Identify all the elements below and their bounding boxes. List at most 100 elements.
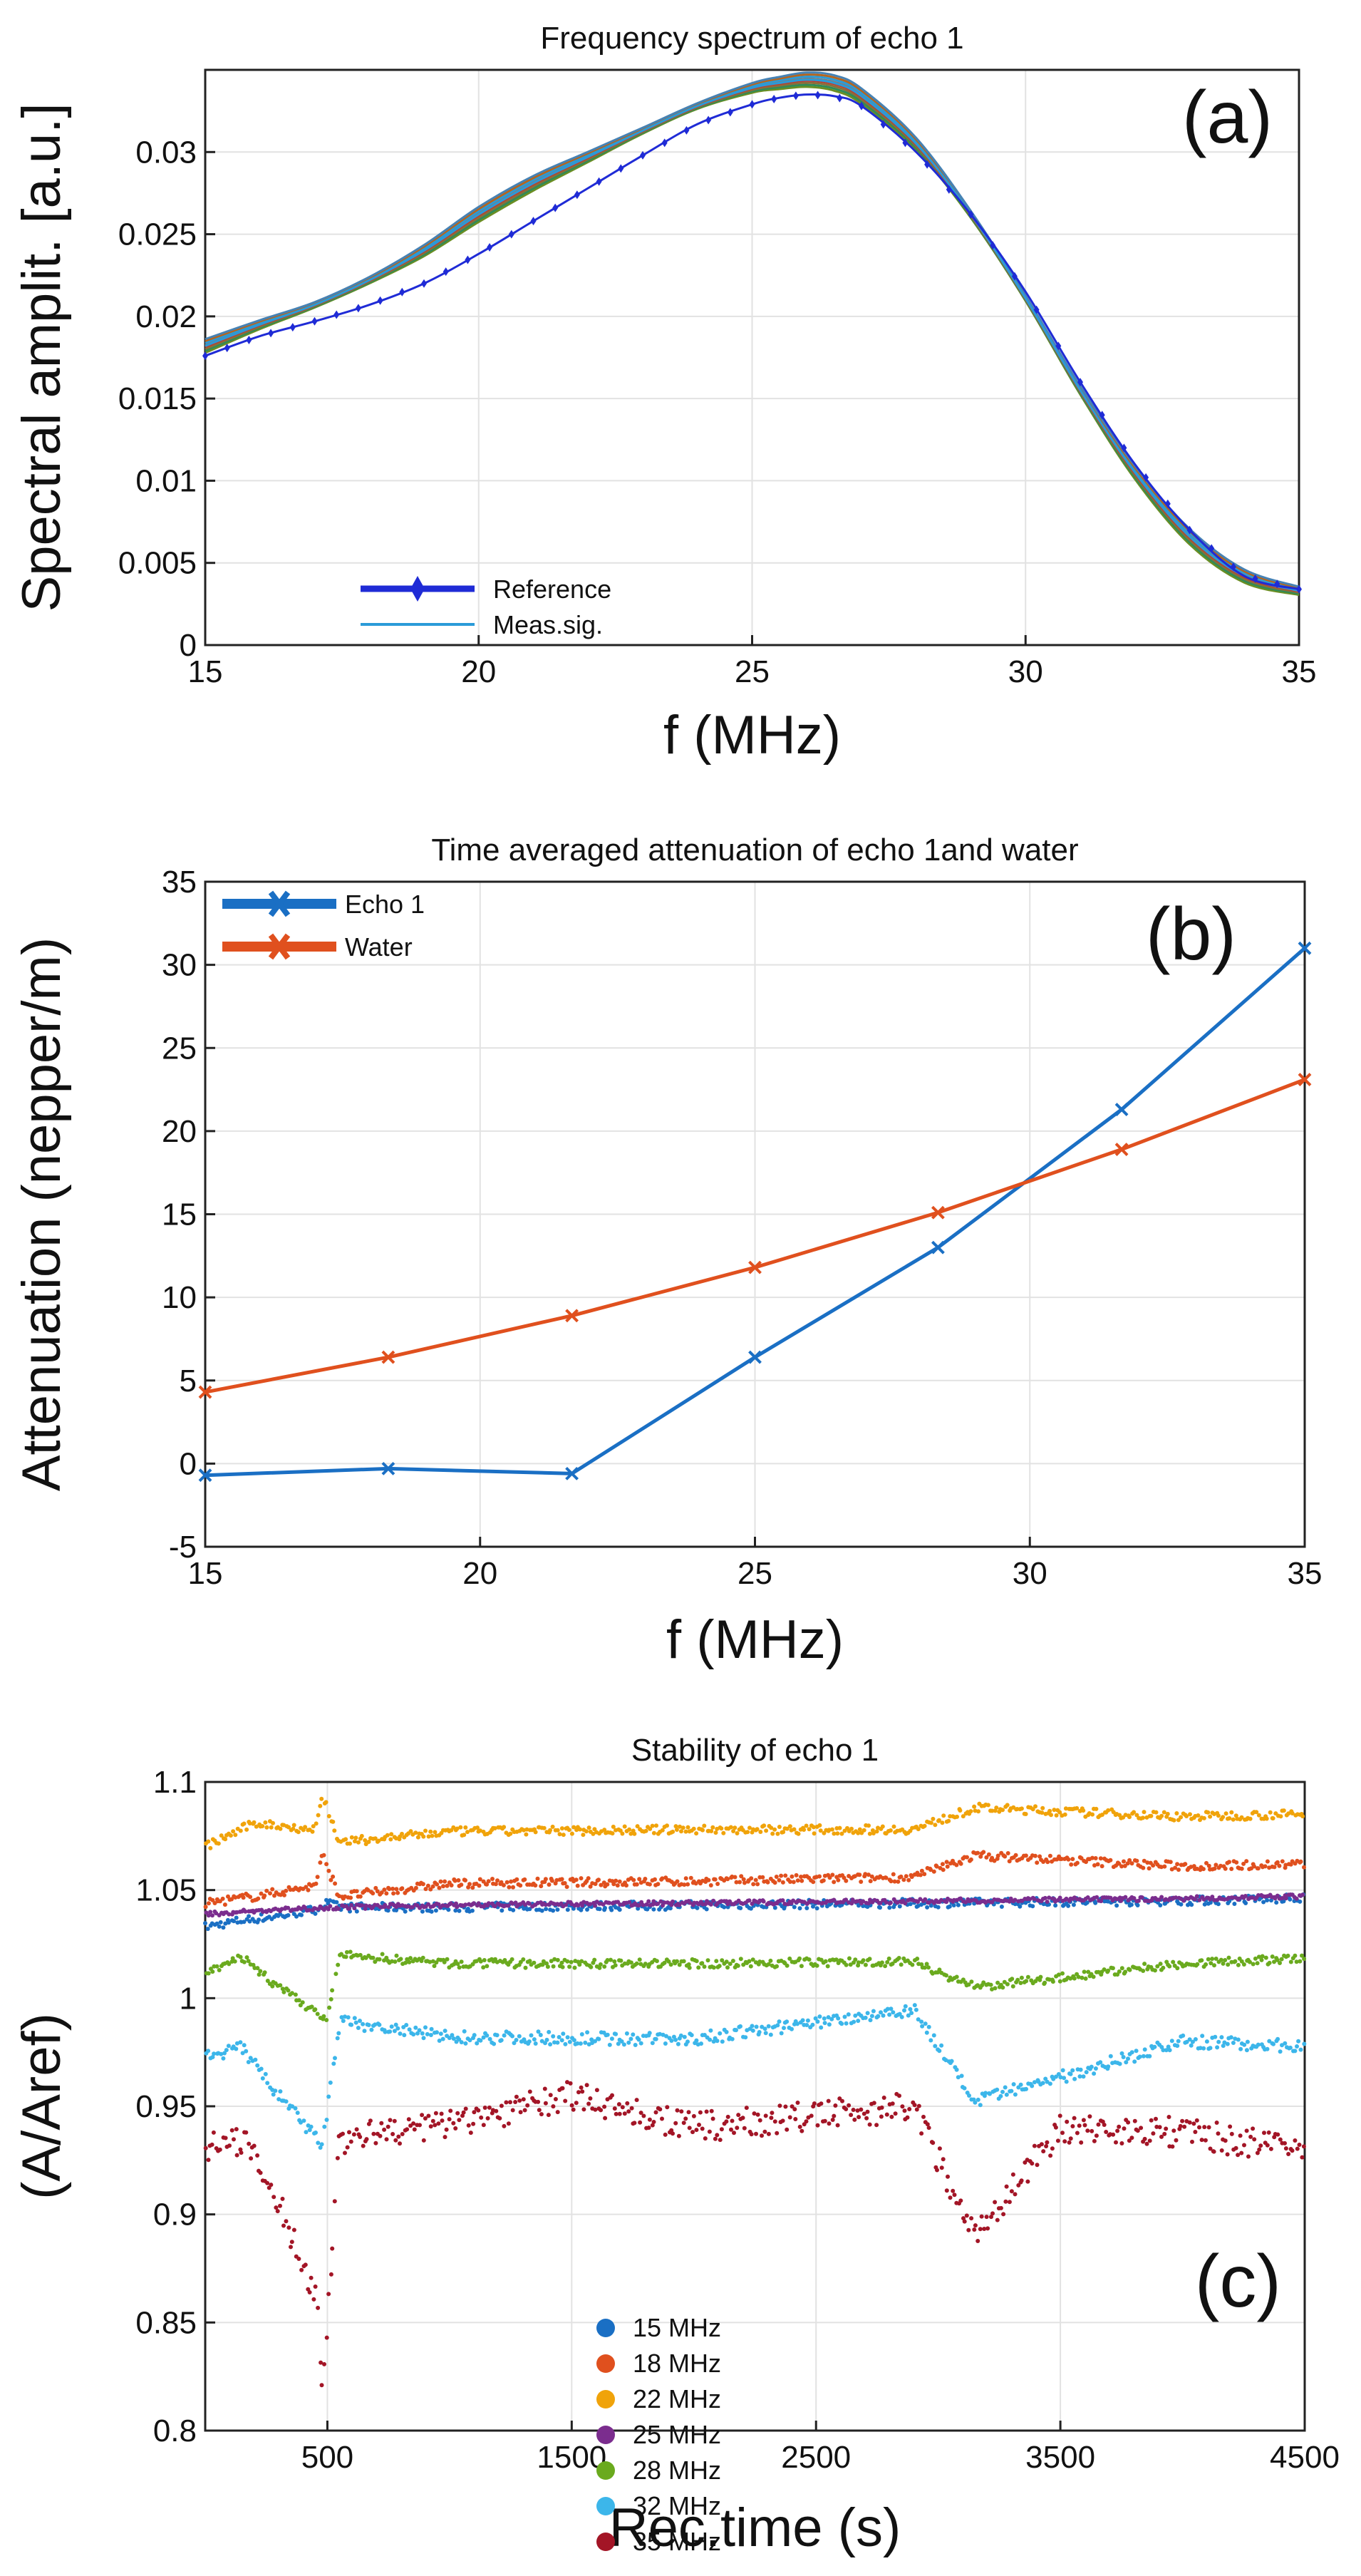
data-point xyxy=(837,1825,842,1830)
data-point xyxy=(1216,1902,1221,1907)
data-point xyxy=(815,2123,820,2128)
data-point xyxy=(725,1877,730,1882)
x-tick-label: 30 xyxy=(1013,1556,1047,1591)
data-point xyxy=(579,2085,584,2090)
data-point xyxy=(663,2041,668,2046)
data-point xyxy=(1045,2140,1050,2145)
data-point xyxy=(1252,1864,1256,1869)
data-point xyxy=(1030,2161,1035,2166)
data-point xyxy=(1246,2154,1251,2159)
data-point xyxy=(358,2135,363,2139)
data-point xyxy=(437,2039,442,2043)
data-point xyxy=(308,1905,313,1910)
data-point xyxy=(593,1903,598,1908)
data-point xyxy=(658,2031,662,2036)
data-point xyxy=(1208,1900,1213,1905)
data-point xyxy=(477,1877,482,1882)
data-point xyxy=(887,2012,892,2017)
data-point xyxy=(559,1960,564,1965)
data-point xyxy=(1221,2044,1226,2049)
data-point xyxy=(772,1880,777,1885)
data-point xyxy=(734,1880,739,1885)
data-point xyxy=(421,1834,426,1839)
data-point xyxy=(557,1832,562,1837)
data-point xyxy=(1111,2132,1116,2137)
data-point xyxy=(304,2130,309,2135)
data-point xyxy=(571,2107,576,2112)
data-point xyxy=(738,1906,743,1910)
data-point xyxy=(1243,1901,1248,1905)
data-point xyxy=(1122,1859,1126,1864)
data-point xyxy=(426,1834,431,1839)
data-point xyxy=(908,2006,913,2011)
data-point xyxy=(319,2383,324,2388)
data-point xyxy=(1064,2079,1069,2084)
data-point xyxy=(1278,1961,1282,1965)
data-point xyxy=(794,1872,799,1877)
data-point xyxy=(830,1872,835,1877)
data-point xyxy=(1233,1959,1238,1964)
data-point xyxy=(238,1954,243,1959)
data-point xyxy=(804,1906,809,1910)
data-point xyxy=(517,2098,522,2103)
data-point xyxy=(396,2134,401,2139)
data-point xyxy=(1153,1968,1157,1973)
data-point xyxy=(363,1903,368,1908)
data-point xyxy=(745,1830,750,1835)
data-point xyxy=(1003,1854,1008,1859)
data-point xyxy=(1260,1954,1265,1959)
data-point xyxy=(1263,1955,1268,1960)
data-point xyxy=(586,1876,591,1881)
data-point xyxy=(1013,2192,1018,2197)
data-point xyxy=(497,2116,502,2121)
data-point xyxy=(289,1991,294,1996)
data-point xyxy=(577,1962,582,1967)
data-point xyxy=(457,2118,462,2123)
data-point xyxy=(1221,1815,1226,1820)
data-point xyxy=(863,2015,868,2020)
data-point xyxy=(832,1897,837,1902)
data-point xyxy=(1191,2121,1196,2126)
data-point xyxy=(867,2122,872,2127)
data-point xyxy=(369,2027,374,2032)
data-point xyxy=(1208,1814,1213,1819)
reference-point xyxy=(1055,341,1062,351)
data-point xyxy=(476,2108,481,2113)
data-point xyxy=(763,2113,768,2118)
data-point xyxy=(748,1906,753,1911)
data-point xyxy=(593,2039,597,2044)
data-point xyxy=(1262,2131,1266,2135)
data-point xyxy=(768,1958,773,1963)
data-point xyxy=(1213,2034,1218,2039)
data-point xyxy=(381,1461,395,1475)
data-point xyxy=(1176,2039,1181,2044)
data-point xyxy=(567,1964,572,1969)
data-point xyxy=(472,1901,476,1906)
data-point xyxy=(1157,2125,1162,2130)
data-point xyxy=(379,2121,384,2126)
data-point xyxy=(309,2275,314,2280)
data-point xyxy=(242,1959,247,1964)
data-point xyxy=(475,1825,480,1830)
data-point xyxy=(463,2106,468,2111)
data-point xyxy=(252,2143,257,2148)
data-point xyxy=(221,2056,226,2061)
data-point xyxy=(551,1964,556,1969)
data-point xyxy=(832,2113,837,2118)
data-point xyxy=(198,1385,212,1399)
data-point xyxy=(532,2037,537,2042)
data-point xyxy=(535,1876,540,1881)
data-point xyxy=(479,2115,484,2120)
data-point xyxy=(274,2205,279,2210)
data-point xyxy=(643,1962,648,1967)
data-point xyxy=(683,1876,688,1881)
data-point xyxy=(1275,2036,1280,2041)
data-point xyxy=(681,1959,686,1964)
data-point xyxy=(296,1830,301,1835)
y-tick-label: 0.85 xyxy=(135,2305,197,2340)
data-point xyxy=(1228,2124,1233,2129)
reference-point xyxy=(508,230,514,239)
data-point xyxy=(238,2147,243,2152)
data-point xyxy=(1225,2152,1230,2157)
data-point xyxy=(1227,1860,1231,1865)
